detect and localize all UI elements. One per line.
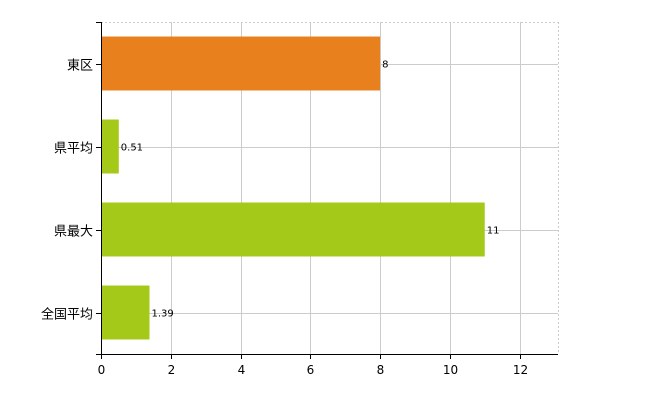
- data-label-3: 11: [487, 226, 500, 237]
- data-label-2: 0.51: [121, 143, 143, 154]
- bars: [101, 36, 485, 340]
- bar-1: [101, 36, 381, 91]
- bar-2: [101, 119, 119, 174]
- data-label-1: 8: [382, 60, 388, 71]
- x-tick-label: 8: [377, 363, 385, 377]
- x-tick-label: 4: [238, 363, 246, 377]
- category-label-1: 東区: [67, 58, 93, 74]
- category-label-2: 県平均: [54, 142, 93, 157]
- data-label-4: 1.39: [151, 309, 173, 320]
- x-tick-label: 0: [98, 363, 106, 377]
- x-tick-label: 10: [443, 363, 458, 377]
- x-tick-label: 6: [307, 363, 315, 377]
- category-label-4: 全国平均: [41, 307, 93, 323]
- bar-4: [101, 285, 150, 340]
- axes: [96, 22, 558, 359]
- bar-3: [101, 202, 485, 257]
- x-tick-label: 2: [168, 363, 176, 377]
- x-tick-label: 12: [513, 363, 528, 377]
- category-label-3: 県最大: [54, 225, 93, 240]
